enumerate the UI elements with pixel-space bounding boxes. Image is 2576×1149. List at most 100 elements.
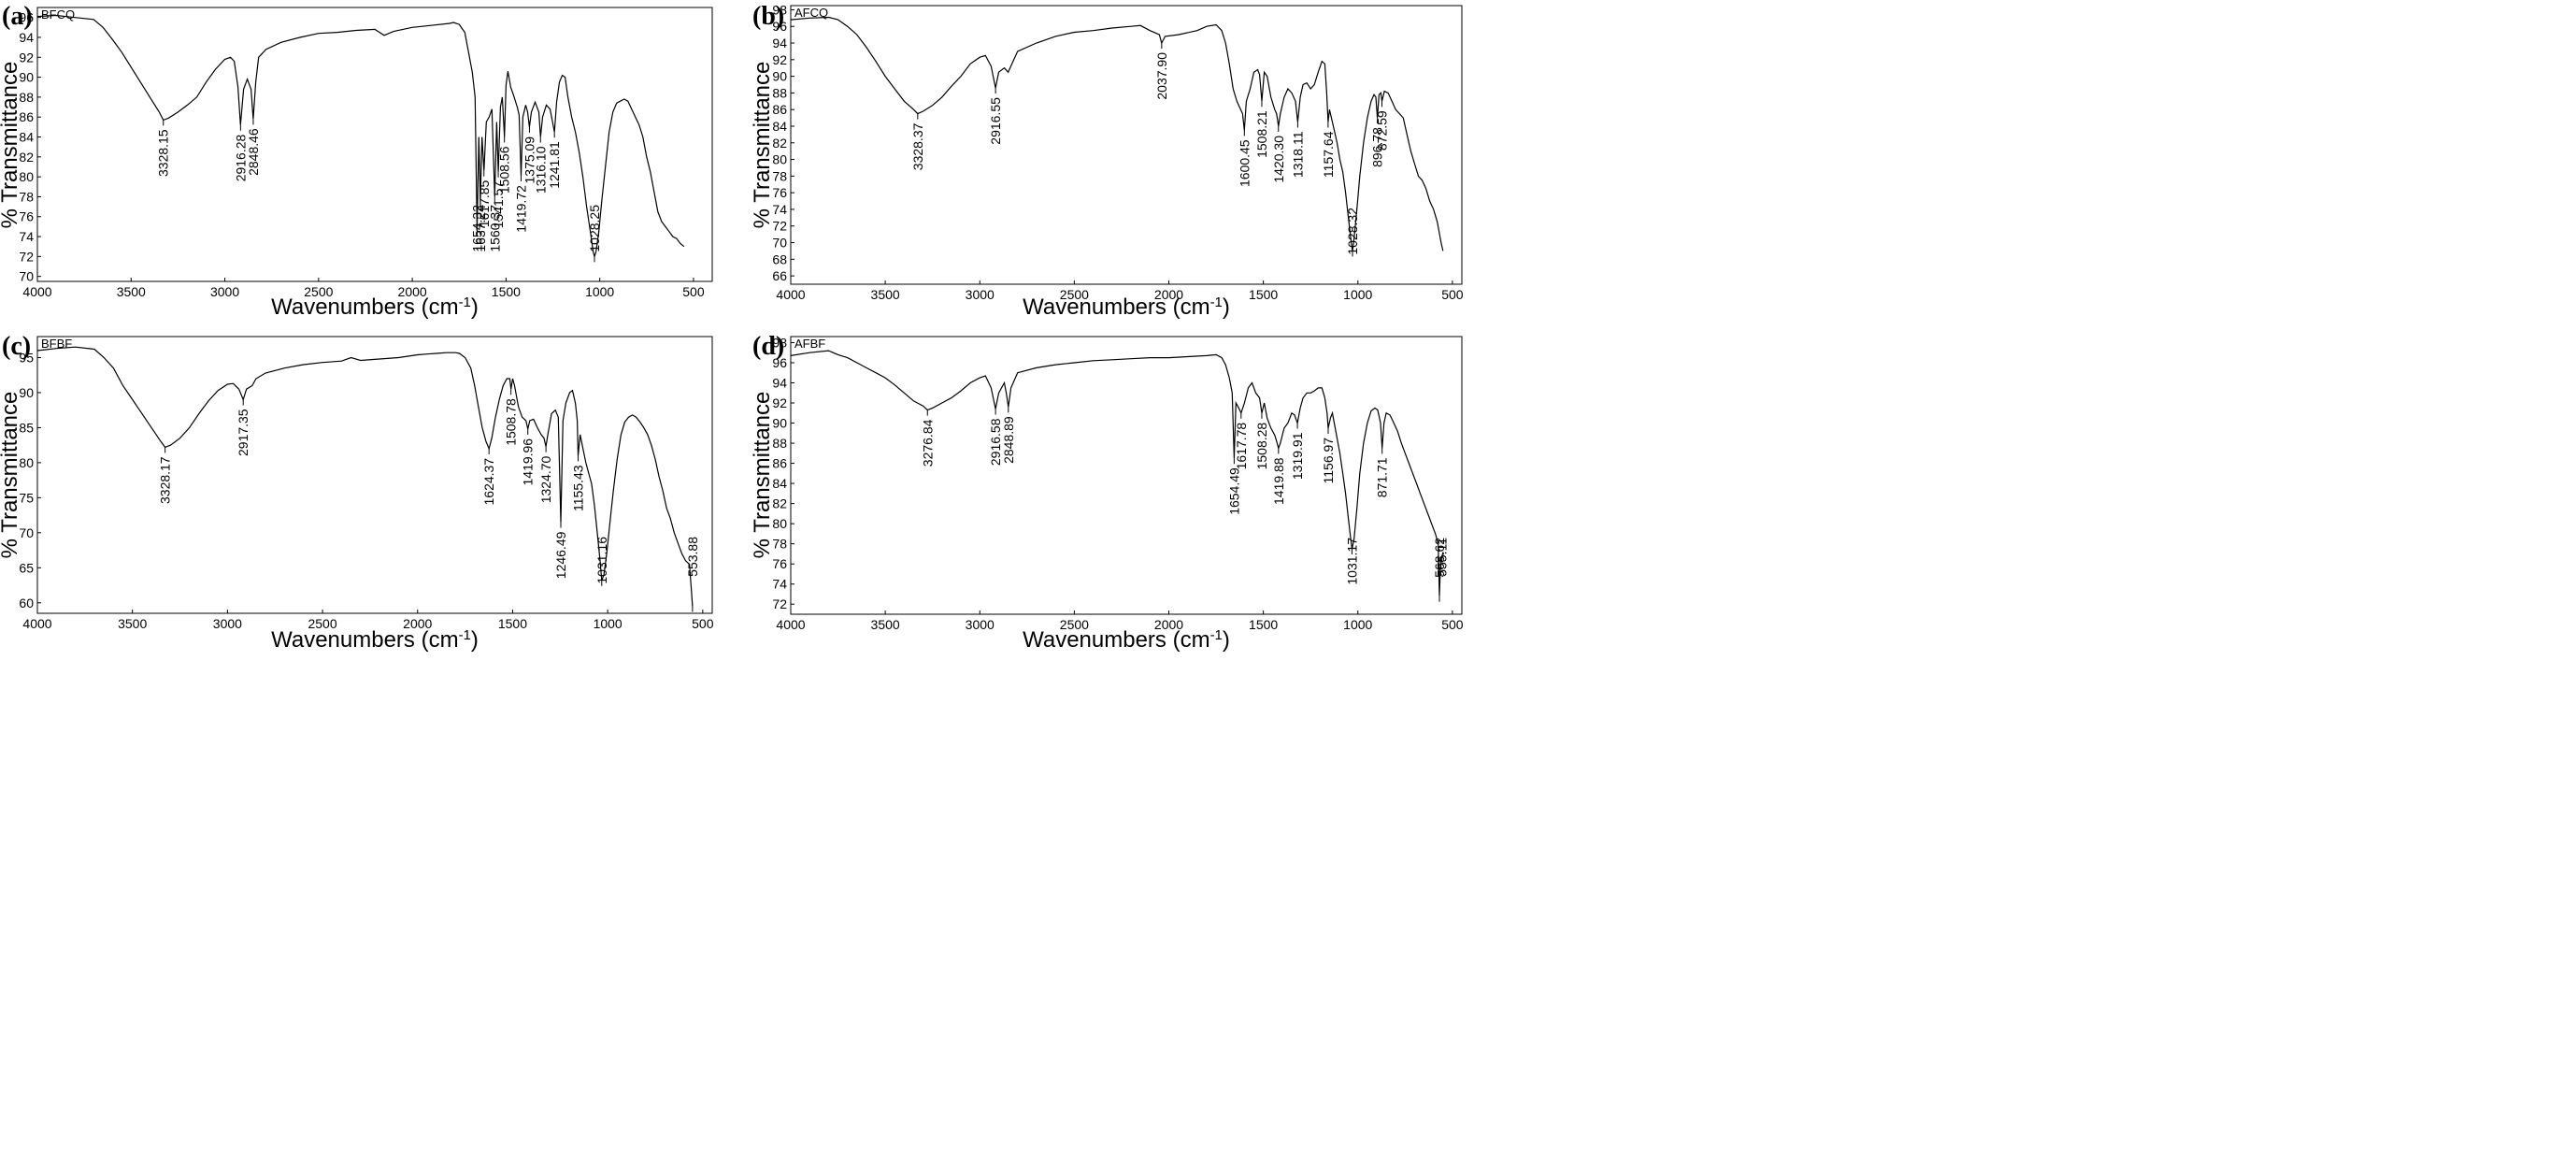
panel-d-x-axis-title: Wavenumbers (cm-1) — [1023, 627, 1230, 653]
panel-d-y-tick-label: 80 — [772, 516, 787, 531]
panel-b-x-tick-label: 4000 — [776, 287, 805, 302]
panel-b-x-axis-title: Wavenumbers (cm-1) — [1023, 294, 1230, 321]
panel-b-y-tick-label: 94 — [772, 36, 787, 50]
panel-a-peak-label: 1375.09 — [522, 136, 537, 184]
panel-a-y-tick-label: 70 — [19, 269, 34, 284]
panel-a-sample-tag: BFCQ — [41, 7, 75, 22]
panel-d-y-tick-label: 72 — [772, 596, 787, 611]
panel-c-y-tick-label: 70 — [19, 525, 34, 540]
panel-a-peak-label: 1316.10 — [533, 146, 548, 194]
panel-c-y-tick-label: 65 — [19, 560, 34, 575]
panel-b-x-tick-label: 3000 — [966, 287, 995, 302]
panel-a-peak-label: 3328.15 — [156, 129, 171, 177]
panel-a-x-tick-label: 1500 — [492, 284, 521, 299]
panel-a-y-tick-label: 94 — [19, 30, 34, 45]
panel-b-peak-label: 2916.55 — [988, 97, 1003, 145]
panel-b-label: (b) — [752, 2, 784, 31]
panel-c-x-tick-label: 1500 — [498, 616, 527, 631]
panel-b-y-tick-label: 90 — [772, 69, 787, 84]
panel-d-y-tick-label: 78 — [772, 537, 787, 552]
panel-a-x-tick-label: 4000 — [22, 284, 51, 299]
panel-c-peak-label: 1246.49 — [553, 531, 568, 579]
panel-a-x-tick-label: 3500 — [117, 284, 146, 299]
panel-d-y-ticks: 72 74 76 78 80 82 84 86 88 90 92 94 96 98 — [772, 335, 794, 611]
panel-d-peak-label: 555.11 — [1435, 538, 1450, 577]
panel-d-peak-label: 1508.28 — [1254, 423, 1269, 470]
panel-d-peak-label: 3276.84 — [920, 419, 935, 467]
panel-d-sample-tag: AFBF — [794, 337, 825, 351]
panel-a-y-tick-label: 86 — [19, 109, 34, 124]
panel-c-peak-label: 1419.96 — [521, 438, 536, 486]
panel-b-x-tick-label: 500 — [1441, 287, 1464, 302]
panel-a-peak-label: 1617.85 — [477, 180, 492, 227]
panel-a-x-axis-title: Wavenumbers (cm-1) — [271, 294, 479, 321]
panel-a-x-ticks: 4000 3500 3000 2500 2000 1500 1000 500 — [22, 278, 705, 299]
panel-c-y-tick-label: 80 — [19, 455, 34, 470]
panel-a-y-tick-label: 90 — [19, 70, 34, 85]
panel-d-y-tick-label: 84 — [772, 476, 787, 491]
panel-b-x-tick-label: 1500 — [1249, 287, 1278, 302]
panel-a-peak-label: 2848.46 — [246, 128, 261, 176]
panel-d-x-ticks: 4000 3500 3000 2500 2000 1500 1000 500 — [776, 610, 1464, 632]
panel-c-peak-label: 1508.78 — [504, 398, 519, 446]
panel-d-x-tick-label: 2000 — [1154, 617, 1183, 632]
panel-a-y-tick-label: 78 — [19, 189, 34, 204]
panel-c-peak-label: 1324.70 — [538, 455, 553, 503]
panel-a-y-tick-label: 80 — [19, 169, 34, 184]
panel-d-spectrum-line — [790, 350, 1444, 596]
panel-b-y-tick-label: 68 — [772, 251, 787, 266]
panel-d-x-tick-label: 2500 — [1060, 617, 1089, 632]
panel-d-y-tick-label: 88 — [772, 436, 787, 451]
panel-c-y-tick-label: 85 — [19, 420, 34, 435]
panel-d-x-tick-label: 1000 — [1343, 617, 1372, 632]
panel-b-plot-frame — [790, 5, 1463, 285]
panel-b-sample-tag: AFCQ — [794, 6, 828, 20]
panel-a-x-tick-label: 500 — [682, 284, 705, 299]
panel-a: (a) BFCQ 70 72 74 76 78 80 82 84 86 88 90 92 94 96 40… — [0, 2, 713, 321]
panel-a-peak-label: 1508.56 — [497, 146, 512, 194]
panel-c-peak-label: 553.88 — [685, 537, 700, 577]
panel-c-x-tick-label: 2500 — [308, 616, 336, 631]
panel-c-x-axis-title: Wavenumbers (cm-1) — [271, 627, 479, 653]
panel-b-y-tick-label: 66 — [772, 268, 787, 283]
panel-d-y-tick-label: 94 — [772, 376, 787, 391]
panel-b-peak-label: 1157.64 — [1321, 131, 1336, 178]
panel-d-x-tick-label: 500 — [1441, 617, 1464, 632]
panel-a-label: (a) — [2, 2, 33, 31]
panel-c-label: (c) — [2, 332, 31, 361]
panel-b-x-tick-label: 2000 — [1154, 287, 1183, 302]
panel-c-x-ticks: 4000 3500 3000 2500 2000 1500 1000 500 — [22, 610, 714, 631]
panel-c-y-tick-label: 95 — [19, 350, 34, 365]
panel-a-peak-label: 1654.32 — [469, 205, 484, 252]
panel-d-peak-label: 1419.88 — [1271, 457, 1286, 505]
panel-b-peak-label: 1318.11 — [1290, 131, 1305, 178]
panel-c-peak-label: 1155.43 — [571, 465, 586, 511]
panel-b-y-axis-title: % Transmittance — [750, 62, 775, 229]
panel-d-peak-label: 1156.97 — [1321, 438, 1336, 484]
panel-b-y-tick-label: 74 — [772, 202, 787, 217]
panel-b-y-tick-label: 84 — [772, 119, 787, 134]
panel-c-x-tick-label: 4000 — [22, 616, 51, 631]
panel-b-x-tick-label: 1000 — [1343, 287, 1372, 302]
panel-b-y-tick-label: 76 — [772, 185, 787, 200]
panel-b-y-tick-label: 88 — [772, 85, 787, 100]
panel-d-peak-label: 2848.89 — [1001, 416, 1016, 464]
panel-a-y-tick-label: 96 — [19, 10, 34, 25]
panel-b-x-ticks: 4000 3500 3000 2500 2000 1500 1000 500 — [776, 280, 1464, 302]
panel-a-peak-label: 1419.72 — [514, 185, 529, 233]
panel-a-y-axis-title: % Transmittance — [0, 62, 22, 229]
panel-a-peak-label: 1637.24 — [473, 205, 488, 252]
panel-d-y-tick-label: 90 — [772, 416, 787, 431]
panel-c-spectrum-line — [36, 346, 694, 607]
panel-d-peak-label: 871.71 — [1375, 457, 1390, 497]
panel-b-peak-label: 1600.45 — [1237, 139, 1252, 187]
panel-a-x-tick-label: 3000 — [210, 284, 239, 299]
panel-c-peak-label: 1624.37 — [481, 458, 496, 506]
panel-a-peak-label: 2916.28 — [233, 134, 248, 181]
panel-b-y-tick-label: 86 — [772, 102, 787, 117]
panel-d-y-tick-label: 86 — [772, 456, 787, 471]
